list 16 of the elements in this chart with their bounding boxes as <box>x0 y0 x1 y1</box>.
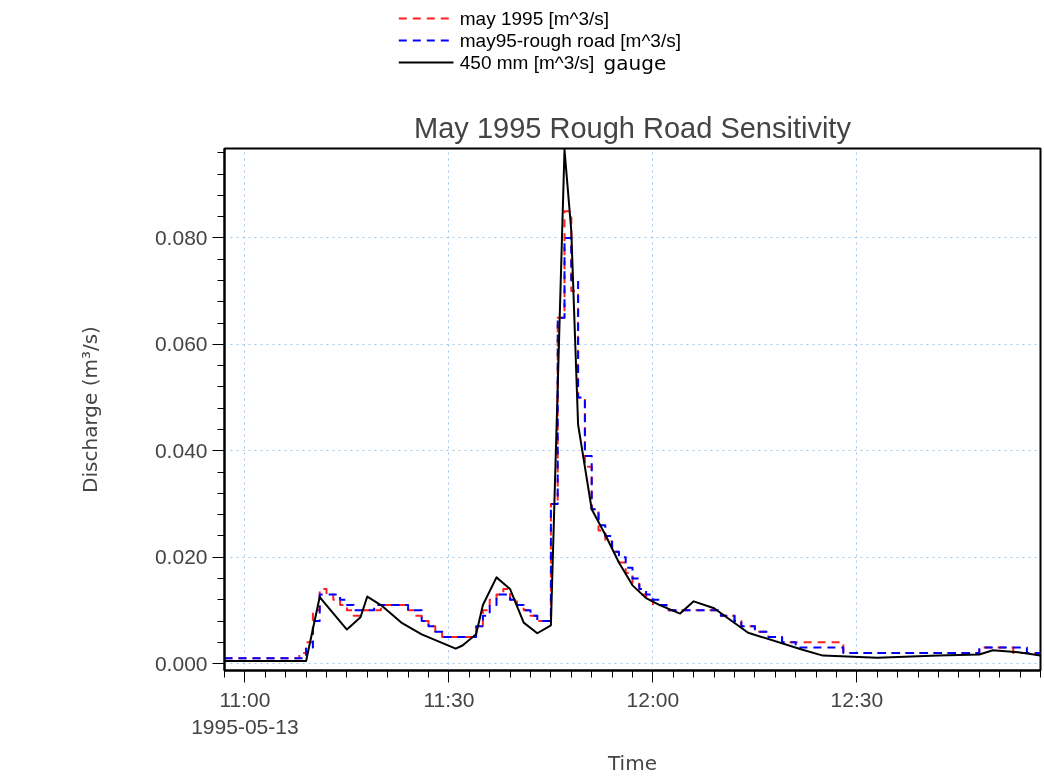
x-tick-label: 12:30 <box>830 687 884 711</box>
y-tick-label: 0.000 <box>154 651 208 675</box>
x-tick-label: 12:00 <box>626 687 680 711</box>
legend-label: may 1995 [m^3/s] <box>459 8 610 29</box>
legend-label: 450 mm [m^3/s] <box>459 52 595 73</box>
x-tick-label: 11:30 <box>423 687 475 711</box>
chart-title: May 1995 Rough Road Sensitivity <box>414 111 852 144</box>
x-tick-label: 11:00 1995-05-13 <box>191 687 299 739</box>
y-axis-title: Discharge (m³/s) <box>77 326 102 493</box>
text: gauge <box>603 50 667 75</box>
y-tick-label: 0.040 <box>154 438 208 462</box>
x-axis-title: Time <box>607 751 657 776</box>
y-tick-label: 0.080 <box>154 225 208 249</box>
legend-label: may95-rough road [m^3/s] <box>459 30 681 51</box>
y-tick-label: 0.060 <box>154 332 208 356</box>
y-tick-label: 0.020 <box>154 545 208 569</box>
